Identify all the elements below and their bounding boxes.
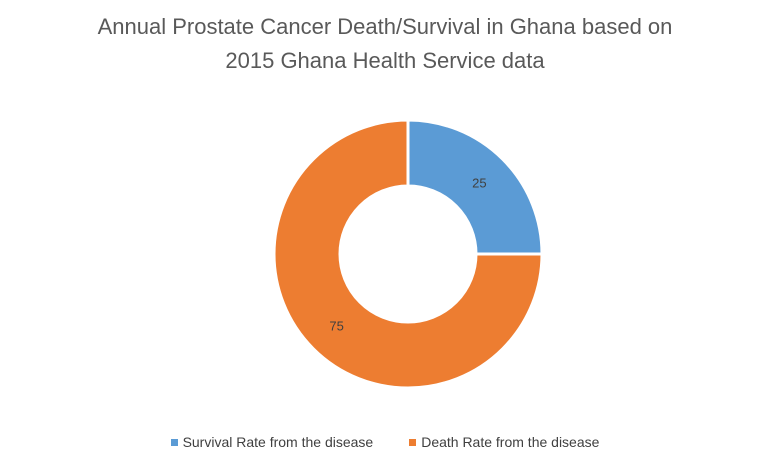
legend-item-survival: Survival Rate from the disease — [170, 434, 374, 450]
legend-swatch-survival — [170, 438, 178, 446]
chart-title: Annual Prostate Cancer Death/Survival in… — [0, 10, 770, 78]
legend-swatch-death — [409, 438, 417, 446]
chart-title-line-1: Annual Prostate Cancer Death/Survival in… — [97, 14, 673, 39]
data-label-death: 75 — [329, 318, 343, 333]
donut-slice-survival — [406, 118, 544, 256]
legend-item-death: Death Rate from the disease — [409, 434, 599, 450]
chart-title-line-2: 2015 Ghana Health Service data — [225, 48, 545, 73]
legend-label-death: Death Rate from the disease — [421, 434, 600, 450]
donut-slice-death — [272, 118, 544, 390]
legend: Survival Rate from the disease Death Rat… — [0, 434, 770, 450]
data-label-survival: 25 — [472, 176, 486, 191]
legend-label-survival: Survival Rate from the disease — [182, 434, 374, 450]
